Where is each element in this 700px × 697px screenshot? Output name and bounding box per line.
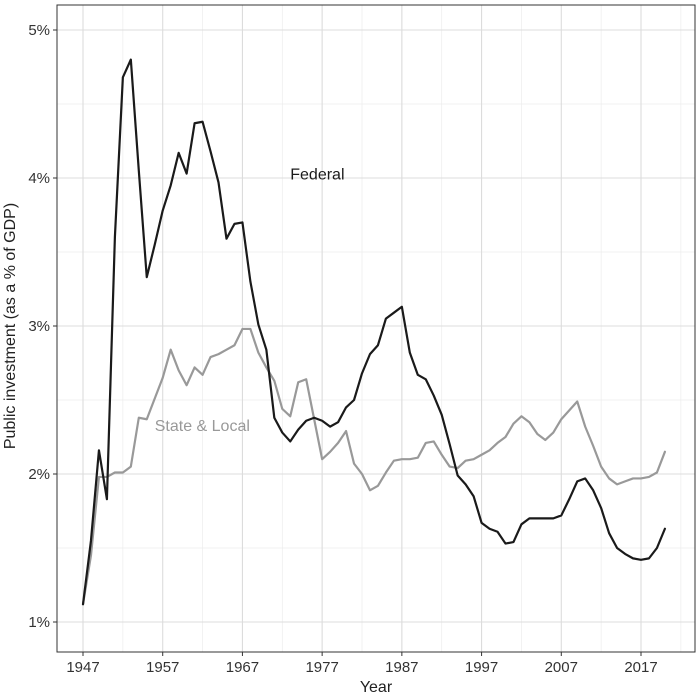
x-axis-title: Year bbox=[360, 679, 393, 696]
x-tick-label: 1977 bbox=[305, 659, 338, 676]
series-label-state-local: State & Local bbox=[155, 418, 250, 435]
y-tick-label: 3% bbox=[28, 318, 50, 335]
series-labels: Federal State & Local bbox=[155, 166, 345, 435]
series-lines bbox=[81, 58, 667, 606]
x-tick-label: 1947 bbox=[66, 659, 99, 676]
y-tick-label: 2% bbox=[28, 466, 50, 483]
series-label-federal: Federal bbox=[290, 166, 344, 183]
grid bbox=[57, 5, 695, 652]
x-tick-label: 1997 bbox=[465, 659, 498, 676]
y-axis-title: Public investment (as a % of GDP) bbox=[2, 203, 19, 449]
x-tick-label: 1987 bbox=[385, 659, 418, 676]
x-tick-label: 2017 bbox=[624, 659, 657, 676]
x-axis: 1947 1957 1967 1977 1987 1997 2007 2017 bbox=[66, 652, 658, 676]
plot-panel-border bbox=[56, 4, 696, 653]
x-tick-label: 1957 bbox=[146, 659, 179, 676]
y-tick-label: 4% bbox=[28, 170, 50, 187]
y-axis: 1% 2% 3% 4% 5% bbox=[28, 22, 57, 631]
y-tick-label: 5% bbox=[28, 22, 50, 39]
series-line-federal bbox=[81, 58, 667, 606]
x-tick-label: 1967 bbox=[226, 659, 259, 676]
x-tick-label: 2007 bbox=[545, 659, 578, 676]
series-line-state-local bbox=[81, 327, 667, 606]
y-tick-label: 1% bbox=[28, 614, 50, 631]
